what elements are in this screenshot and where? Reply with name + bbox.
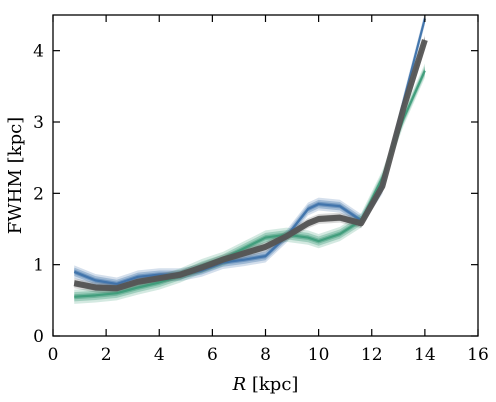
x-tick-label: 0 (48, 345, 59, 365)
x-tick-label: 8 (260, 345, 271, 365)
x-tick-label: 14 (414, 345, 436, 365)
y-axis-label: FWHM [kpc] (5, 117, 26, 234)
y-tick-label: 3 (33, 113, 44, 133)
x-tick-label: 2 (101, 345, 112, 365)
x-axis-label-symbol: R (232, 374, 247, 395)
y-tick-label: 1 (33, 256, 44, 276)
x-tick-label: 6 (207, 345, 218, 365)
x-tick-label: 10 (308, 345, 330, 365)
y-tick-label: 4 (33, 42, 44, 62)
x-tick-label: 4 (154, 345, 165, 365)
uncertainty-bands (74, 15, 425, 304)
series-lines (73, 18, 428, 298)
y-tick-label: 0 (33, 327, 44, 347)
x-tick-label: 16 (467, 345, 489, 365)
series-1-band-0 (74, 63, 425, 304)
x-tick-label: 12 (361, 345, 383, 365)
series-2-line (73, 39, 428, 292)
y-tick-label: 2 (33, 184, 44, 204)
series-1-band-1 (74, 66, 425, 302)
x-axis-ticks: 0 2 4 6 8 10 12 14 16 (48, 15, 489, 365)
x-axis-label-unit: [kpc] (246, 374, 298, 395)
y-axis-ticks: 0 1 2 3 4 (33, 42, 478, 347)
x-axis-label: R [kpc] (232, 374, 299, 395)
